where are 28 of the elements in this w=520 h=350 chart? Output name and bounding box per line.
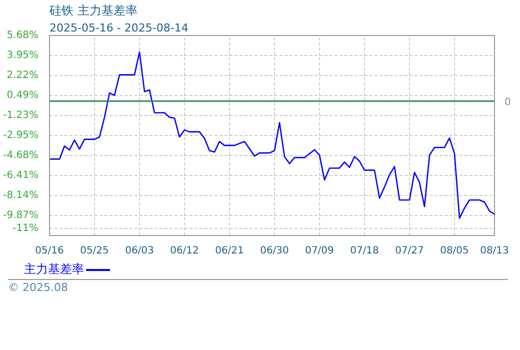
x-tick-label: 06/30 xyxy=(260,246,289,256)
chart-subtitle: 2025-05-16 - 2025-08-14 xyxy=(50,22,188,34)
x-tick-label: 06/12 xyxy=(170,246,199,256)
x-tick-label: 07/18 xyxy=(350,246,379,256)
x-tick-label: 05/16 xyxy=(35,246,64,256)
y-tick-label: 5.68% xyxy=(6,30,39,41)
y-tick-label: -2.95% xyxy=(3,130,39,141)
line-series xyxy=(50,51,494,219)
y-tick-label: -1.23% xyxy=(3,110,39,121)
ref-line-label: 0 xyxy=(504,97,511,108)
x-tick-label: 08/13 xyxy=(480,246,509,256)
y-tick-label: -4.68% xyxy=(3,150,39,161)
y-tick-label: 3.95% xyxy=(6,50,39,61)
y-tick-label: -6.41% xyxy=(3,170,39,181)
y-tick-label: 0.49% xyxy=(6,90,39,101)
text: © 2025.08 xyxy=(8,280,68,296)
x-tick-label: 07/27 xyxy=(395,246,424,256)
y-tick-label: -11% xyxy=(12,222,39,234)
x-tick-label: 07/09 xyxy=(305,246,334,256)
x-tick-label: 05/25 xyxy=(80,246,109,256)
y-tick-label: -8.14% xyxy=(3,190,39,201)
x-tick-label: 08/05 xyxy=(440,246,469,256)
y-tick-label: 2.22% xyxy=(6,70,39,81)
x-tick-label: 06/03 xyxy=(125,246,154,256)
y-tick-label: -9.87% xyxy=(3,210,39,221)
x-tick-label: 06/21 xyxy=(215,246,244,256)
chart-title: 硅铁 主力基差率 xyxy=(48,4,138,18)
legend-label: 主力基差率 xyxy=(24,262,84,276)
